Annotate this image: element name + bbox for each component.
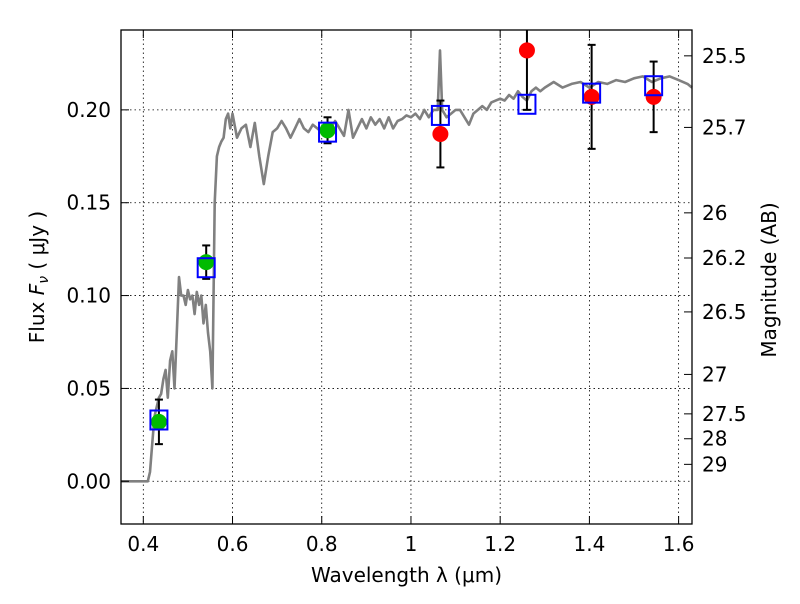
x-tick-label: 1 [405,532,418,556]
x-tick-label: 1.2 [484,532,516,556]
right-tick-label: 28 [702,427,727,451]
axis-labels: 0.4 0.6 0.8 1 1.2 1.4 1.6 0.00 0.05 0.10 0.15 0.20 2… [66,44,746,556]
y-axis-title-text: Flux [25,295,49,343]
x-tick-label: 1.6 [663,532,695,556]
y-tick-label: 0.15 [66,191,111,215]
y-axis-title-unit: ( μJy ) [25,211,49,276]
nir-phot-point [583,88,600,105]
x-tick-label: 0.8 [306,532,338,556]
model-flux-box [582,82,602,104]
right-tick-label: 26.5 [702,300,747,324]
model-flux-box [644,75,664,97]
y-axis-title-subscript: ν [36,276,52,284]
model-spectrum-layer [121,49,693,483]
y-tick-label: 0.20 [66,98,111,122]
right-tick-label: 27.5 [702,402,747,426]
model-flux-box [196,257,216,279]
y-axis-title: Flux Fν ( μJy ) [25,211,52,343]
model-flux-box [149,409,169,431]
right-tick-label: 29 [702,452,727,476]
right-tick-label: 27 [702,362,727,386]
right-axis-title: Magnitude (AB) [757,202,781,357]
x-axis-title: Wavelength λ (μm) [311,563,502,587]
nir-phot-point [432,126,449,142]
nir-phot-point [645,88,662,105]
x-tick-label: 0.6 [217,532,249,556]
model-spectrum-line [121,49,693,483]
x-tick-label: 1.4 [573,532,605,556]
model-flux-box [517,93,537,115]
nir-phot-point [518,42,535,59]
model-flux-box [430,104,450,126]
ground-phot-point [150,413,167,430]
right-tick-label: 25.5 [702,44,747,68]
x-tick-label: 0.4 [127,532,159,556]
right-tick-label: 25.7 [702,115,747,139]
y-tick-label: 0.00 [66,469,111,493]
y-axis-title-symbol: F [25,283,49,295]
model-flux-box-layer [149,75,664,431]
y-tick-label: 0.10 [66,284,111,308]
axis-ticks [121,30,692,524]
data-point-layer [150,42,662,430]
ground-phot-point [319,122,336,139]
right-tick-label: 26.2 [702,246,747,270]
model-flux-box [318,121,338,143]
plot-frame [120,29,693,525]
y-tick-label: 0.05 [66,376,111,400]
ground-phot-point [198,254,215,271]
right-tick-label: 26 [702,201,727,225]
